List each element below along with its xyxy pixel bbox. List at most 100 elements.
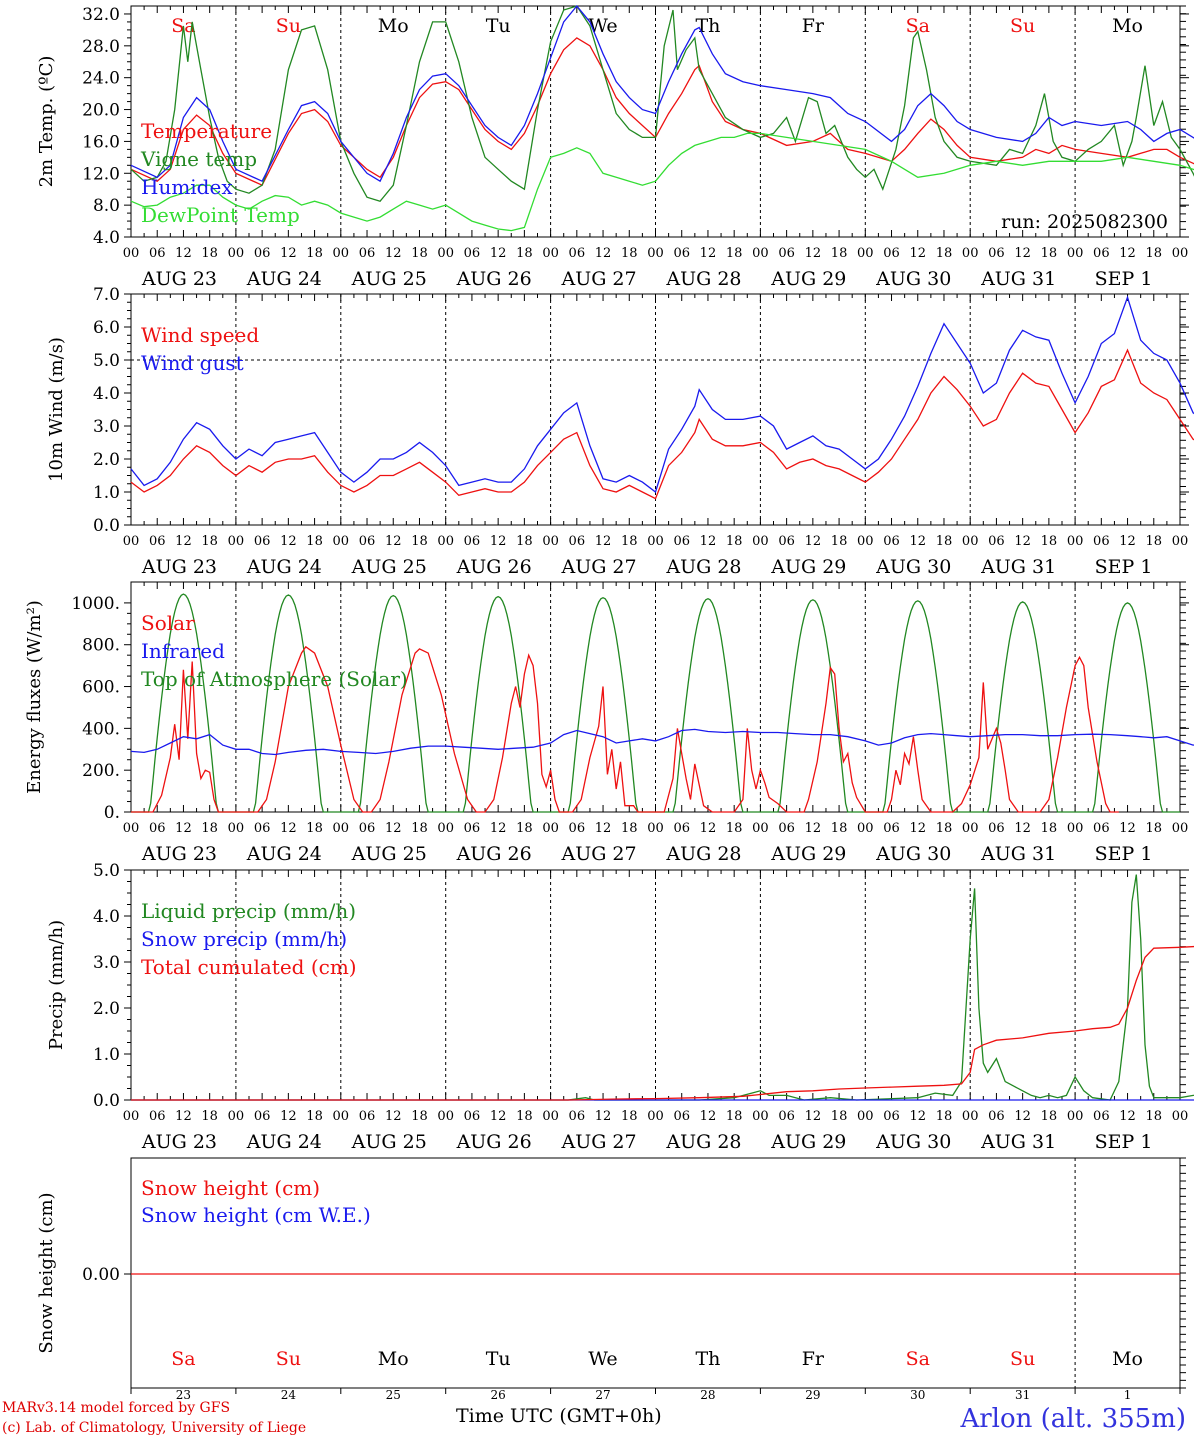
date-label: AUG 27 bbox=[560, 268, 636, 290]
y-tick-label: 1.0 bbox=[93, 483, 120, 503]
weekday-label: We bbox=[588, 15, 617, 37]
weekday-label: Su bbox=[276, 1348, 301, 1370]
y-tick-label: 2.0 bbox=[93, 450, 120, 470]
hour-tick-label: 00 bbox=[333, 246, 350, 261]
hour-tick-label: 12 bbox=[595, 1109, 612, 1124]
y-tick-label: 32.0 bbox=[82, 5, 120, 25]
hour-tick-label: 06 bbox=[988, 246, 1005, 261]
y-axis-label: 10m Wind (m/s) bbox=[46, 337, 67, 482]
y-tick-label: 6.0 bbox=[93, 318, 120, 338]
hour-tick-label: 06 bbox=[569, 534, 586, 549]
hour-tick-label: 06 bbox=[359, 821, 376, 836]
hour-tick-label: 06 bbox=[149, 246, 166, 261]
date-label: AUG 29 bbox=[770, 843, 846, 865]
date-label: AUG 31 bbox=[980, 1131, 1056, 1153]
hour-tick-label: 06 bbox=[254, 821, 271, 836]
series-line-vigne-temp bbox=[130, 5, 1194, 202]
weekday-label: Sa bbox=[171, 1348, 195, 1370]
date-label: AUG 31 bbox=[980, 556, 1056, 578]
hour-tick-label: 06 bbox=[883, 821, 900, 836]
y-tick-label: 8.0 bbox=[93, 196, 120, 216]
lab-credit: (c) Lab. of Climatology, University of L… bbox=[2, 1420, 307, 1436]
hour-tick-label: 06 bbox=[149, 1109, 166, 1124]
y-tick-label: 3.0 bbox=[93, 953, 120, 973]
date-label: AUG 28 bbox=[665, 268, 741, 290]
date-label: AUG 28 bbox=[665, 843, 741, 865]
y-tick-label: 200. bbox=[82, 761, 120, 781]
day-number-label: 29 bbox=[805, 1388, 820, 1402]
date-label: AUG 23 bbox=[141, 268, 217, 290]
hour-tick-label: 00 bbox=[857, 821, 874, 836]
y-tick-label: 0.00 bbox=[82, 1265, 120, 1285]
date-label: AUG 29 bbox=[770, 1131, 846, 1153]
hour-tick-label: 12 bbox=[1014, 1109, 1031, 1124]
weekday-label: Mo bbox=[1112, 15, 1143, 37]
date-label: SEP 1 bbox=[1095, 1131, 1153, 1153]
hour-tick-label: 18 bbox=[411, 534, 428, 549]
date-label: AUG 28 bbox=[665, 1131, 741, 1153]
date-label: AUG 29 bbox=[770, 556, 846, 578]
hour-tick-label: 12 bbox=[909, 534, 926, 549]
legend-entry: Total cumulated (cm) bbox=[141, 955, 357, 979]
hour-tick-label: 00 bbox=[962, 246, 979, 261]
legend-entry: Humidex bbox=[141, 175, 233, 199]
y-tick-label: 20.0 bbox=[82, 101, 120, 121]
y-tick-label: 5.0 bbox=[93, 861, 120, 881]
hour-tick-label: 06 bbox=[464, 534, 481, 549]
hour-tick-label: 06 bbox=[778, 1109, 795, 1124]
legend-entry: Wind speed bbox=[141, 323, 259, 347]
hour-tick-label: 06 bbox=[673, 534, 690, 549]
day-number-label: 1 bbox=[1124, 1388, 1132, 1402]
hour-tick-label: 06 bbox=[778, 821, 795, 836]
hour-tick-label: 00 bbox=[123, 534, 140, 549]
hour-tick-label: 18 bbox=[306, 534, 323, 549]
hour-tick-label: 06 bbox=[778, 534, 795, 549]
hour-tick-label: 06 bbox=[359, 534, 376, 549]
date-label: AUG 26 bbox=[456, 1131, 532, 1153]
hour-tick-label: 00 bbox=[1172, 821, 1189, 836]
date-label: AUG 24 bbox=[246, 268, 322, 290]
legend-entry: Infrared bbox=[141, 639, 225, 663]
date-label: AUG 29 bbox=[770, 268, 846, 290]
hour-tick-label: 06 bbox=[569, 1109, 586, 1124]
hour-tick-label: 12 bbox=[700, 246, 717, 261]
hour-tick-label: 06 bbox=[359, 246, 376, 261]
hour-tick-label: 00 bbox=[962, 1109, 979, 1124]
hour-tick-label: 18 bbox=[1041, 821, 1058, 836]
date-label: AUG 25 bbox=[351, 843, 427, 865]
date-label: AUG 27 bbox=[560, 1131, 636, 1153]
date-label: AUG 26 bbox=[456, 843, 532, 865]
day-number-label: 24 bbox=[281, 1388, 297, 1402]
hour-tick-label: 18 bbox=[936, 534, 953, 549]
date-label: AUG 30 bbox=[875, 556, 951, 578]
hour-tick-label: 18 bbox=[516, 821, 533, 836]
hour-tick-label: 18 bbox=[831, 246, 848, 261]
hour-tick-label: 12 bbox=[175, 1109, 192, 1124]
hour-tick-label: 00 bbox=[333, 821, 350, 836]
hour-tick-label: 00 bbox=[228, 1109, 245, 1124]
hour-tick-label: 18 bbox=[621, 1109, 638, 1124]
date-label: SEP 1 bbox=[1095, 556, 1153, 578]
hour-tick-label: 00 bbox=[857, 534, 874, 549]
day-number-label: 25 bbox=[386, 1388, 401, 1402]
hour-tick-label: 06 bbox=[464, 1109, 481, 1124]
hour-tick-label: 18 bbox=[411, 1109, 428, 1124]
hour-tick-label: 12 bbox=[805, 821, 822, 836]
hour-tick-label: 00 bbox=[1172, 246, 1189, 261]
hour-tick-label: 00 bbox=[752, 1109, 769, 1124]
time-axis-title: Time UTC (GMT+0h) bbox=[456, 1405, 662, 1427]
series-line-wind-gust bbox=[130, 295, 1194, 494]
y-tick-label: 3.0 bbox=[93, 417, 120, 437]
legend-entry: Vigne temp bbox=[140, 147, 257, 171]
hour-tick-label: 12 bbox=[700, 821, 717, 836]
hour-tick-label: 12 bbox=[700, 1109, 717, 1124]
hour-tick-label: 18 bbox=[516, 246, 533, 261]
day-number-label: 28 bbox=[700, 1388, 715, 1402]
run-annotation: run: 2025082300 bbox=[1001, 211, 1168, 233]
date-label: AUG 30 bbox=[875, 268, 951, 290]
hour-tick-label: 12 bbox=[175, 534, 192, 549]
day-number-label: 31 bbox=[1015, 1388, 1030, 1402]
weekday-label: Sa bbox=[906, 15, 930, 37]
legend-entry: Snow precip (mm/h) bbox=[141, 927, 347, 951]
hour-tick-label: 18 bbox=[1146, 246, 1163, 261]
